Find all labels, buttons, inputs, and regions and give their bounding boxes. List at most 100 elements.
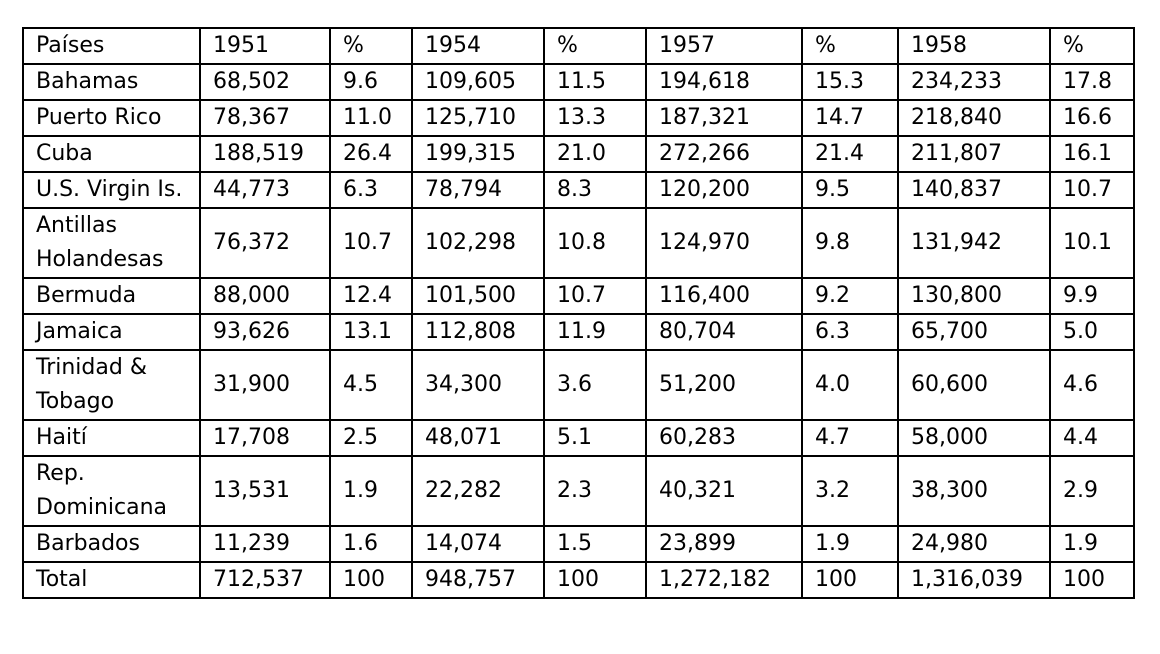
- value-cell: 15.3: [801, 63, 899, 101]
- value-cell: 194,618: [645, 63, 803, 101]
- row-label-cell: Bermuda: [22, 277, 201, 315]
- row-label-cell: Países: [22, 27, 201, 65]
- data-row: Bermuda 88,000 12.4 101,500 10.7 116,400 9.2 13…: [22, 277, 1135, 315]
- value-cell: 17,708: [199, 419, 331, 457]
- value-cell: 3.6: [543, 349, 647, 421]
- value-cell: 130,800: [897, 277, 1051, 315]
- row-label-cell: Jamaica: [22, 313, 201, 351]
- value-cell: 2.3: [543, 455, 647, 527]
- value-cell: 1,272,182: [645, 561, 803, 599]
- value-cell: 76,372: [199, 207, 331, 279]
- value-cell: 5.1: [543, 419, 647, 457]
- value-cell: 44,773: [199, 171, 331, 209]
- value-cell: 8.3: [543, 171, 647, 209]
- value-cell: 10.8: [543, 207, 647, 279]
- value-cell: 80,704: [645, 313, 803, 351]
- value-cell: 34,300: [411, 349, 545, 421]
- value-cell: 10.1: [1049, 207, 1135, 279]
- value-cell: 9.2: [801, 277, 899, 315]
- value-cell: 11.0: [329, 99, 413, 137]
- value-cell: 109,605: [411, 63, 545, 101]
- value-cell: 124,970: [645, 207, 803, 279]
- data-row: Bahamas 68,502 9.6 109,605 11.5 194,618 15.3 23…: [22, 63, 1135, 101]
- value-cell: 2.5: [329, 419, 413, 457]
- value-cell: 948,757: [411, 561, 545, 599]
- value-cell: 16.6: [1049, 99, 1135, 137]
- value-cell: 78,794: [411, 171, 545, 209]
- value-cell: 12.4: [329, 277, 413, 315]
- value-cell: 65,700: [897, 313, 1051, 351]
- data-table: Países 1951% 1954% 1957% 1958% Bahamas 68,502 9…: [22, 27, 1135, 599]
- value-cell: 13,531: [199, 455, 331, 527]
- value-cell: 1958: [897, 27, 1051, 65]
- value-cell: 1,316,039: [897, 561, 1051, 599]
- value-cell: 4.6: [1049, 349, 1135, 421]
- value-cell: 11,239: [199, 525, 331, 563]
- value-cell: 1954: [411, 27, 545, 65]
- value-cell: 234,233: [897, 63, 1051, 101]
- value-cell: 4.4: [1049, 419, 1135, 457]
- value-cell: 1.9: [329, 455, 413, 527]
- value-cell: 10.7: [1049, 171, 1135, 209]
- value-cell: 3.2: [801, 455, 899, 527]
- value-cell: 6.3: [329, 171, 413, 209]
- value-cell: 4.7: [801, 419, 899, 457]
- value-cell: 31,900: [199, 349, 331, 421]
- value-cell: 51,200: [645, 349, 803, 421]
- table-wrap: Países 1951% 1954% 1957% 1958% Bahamas 68,502 9…: [22, 27, 1135, 599]
- value-cell: 199,315: [411, 135, 545, 173]
- value-cell: 16.1: [1049, 135, 1135, 173]
- value-cell: 1.5: [543, 525, 647, 563]
- value-cell: 1.9: [1049, 525, 1135, 563]
- data-row: Rep. Dominicana 13,531 1.9 22,282 2.3 40,321 3…: [22, 455, 1135, 527]
- value-cell: 38,300: [897, 455, 1051, 527]
- value-cell: 9.8: [801, 207, 899, 279]
- value-cell: 120,200: [645, 171, 803, 209]
- header-row: Países 1951% 1954% 1957% 1958%: [22, 27, 1135, 65]
- row-label-cell: Haití: [22, 419, 201, 457]
- value-cell: 88,000: [199, 277, 331, 315]
- value-cell: 131,942: [897, 207, 1051, 279]
- value-cell: 1.6: [329, 525, 413, 563]
- value-cell: 9.5: [801, 171, 899, 209]
- data-row: Trinidad & Tobago 31,900 4.5 34,300 3.6 51,20…: [22, 349, 1135, 421]
- value-cell: 23,899: [645, 525, 803, 563]
- value-cell: 13.3: [543, 99, 647, 137]
- value-cell: 48,071: [411, 419, 545, 457]
- data-row: U.S. Virgin Is. 44,773 6.3 78,794 8.3 120,200…: [22, 171, 1135, 209]
- value-cell: 1957: [645, 27, 803, 65]
- value-cell: 9.9: [1049, 277, 1135, 315]
- data-row: Antillas Holandesas 76,372 10.7 102,298 10.8…: [22, 207, 1135, 279]
- value-cell: 101,500: [411, 277, 545, 315]
- value-cell: 5.0: [1049, 313, 1135, 351]
- value-cell: 68,502: [199, 63, 331, 101]
- value-cell: 24,980: [897, 525, 1051, 563]
- value-cell: 58,000: [897, 419, 1051, 457]
- row-label-cell: Bahamas: [22, 63, 201, 101]
- value-cell: 1.9: [801, 525, 899, 563]
- row-label-cell: Total: [22, 561, 201, 599]
- row-label-cell: Puerto Rico: [22, 99, 201, 137]
- value-cell: 21.4: [801, 135, 899, 173]
- value-cell: 712,537: [199, 561, 331, 599]
- value-cell: 22,282: [411, 455, 545, 527]
- value-cell: 14.7: [801, 99, 899, 137]
- value-cell: 10.7: [543, 277, 647, 315]
- value-cell: 100: [1049, 561, 1135, 599]
- value-cell: 17.8: [1049, 63, 1135, 101]
- row-label-cell: Antillas Holandesas: [22, 207, 201, 279]
- data-row: Jamaica 93,626 13.1 112,808 11.9 80,704 6.3 65,…: [22, 313, 1135, 351]
- value-cell: 78,367: [199, 99, 331, 137]
- value-cell: 6.3: [801, 313, 899, 351]
- value-cell: 272,266: [645, 135, 803, 173]
- data-row: Barbados 11,239 1.6 14,074 1.5 23,899 1.9 24,98…: [22, 525, 1135, 563]
- value-cell: 14,074: [411, 525, 545, 563]
- value-cell: 26.4: [329, 135, 413, 173]
- value-cell: 218,840: [897, 99, 1051, 137]
- value-cell: 102,298: [411, 207, 545, 279]
- data-row: Haití 17,708 2.5 48,071 5.1 60,283 4.7 58,000 4.…: [22, 419, 1135, 457]
- value-cell: 11.5: [543, 63, 647, 101]
- value-cell: 100: [543, 561, 647, 599]
- value-cell: 100: [801, 561, 899, 599]
